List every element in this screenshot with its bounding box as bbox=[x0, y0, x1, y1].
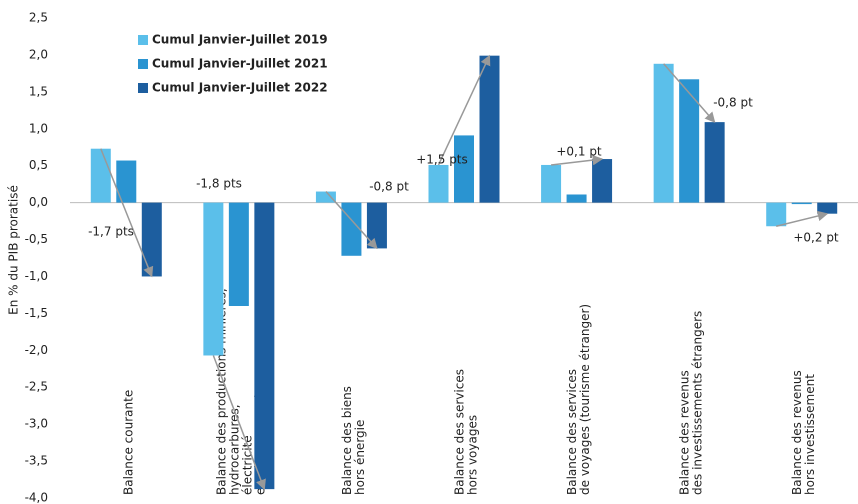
y-tick-label: -0,5 bbox=[25, 232, 48, 246]
legend-label: Cumul Janvier-Juillet 2019 bbox=[152, 33, 328, 47]
legend-swatch bbox=[138, 83, 148, 93]
bar bbox=[141, 202, 162, 277]
x-tick-label: Balance des serviceshors voyages bbox=[452, 369, 479, 495]
x-tick-line: des investissements étrangers bbox=[690, 311, 704, 495]
bar bbox=[791, 202, 812, 205]
x-tick-line: hors énergie bbox=[352, 420, 366, 495]
bar bbox=[116, 160, 137, 203]
y-tick-label: 1,0 bbox=[29, 121, 48, 135]
change-arrow bbox=[437, 54, 491, 166]
bar bbox=[341, 202, 362, 256]
x-tick-line: hydrocarbures, bbox=[227, 404, 241, 495]
bar bbox=[653, 63, 674, 203]
annotation: +0,2 pt bbox=[793, 231, 839, 245]
annotation: +0,1 pt bbox=[556, 145, 602, 159]
bar bbox=[454, 135, 474, 203]
bar bbox=[315, 191, 336, 203]
annotation: -0,8 pt bbox=[369, 180, 409, 194]
y-tick-label: 1,5 bbox=[29, 84, 48, 98]
annotation: +1,5 pts bbox=[416, 153, 468, 167]
y-tick-label: 2,0 bbox=[29, 47, 48, 61]
change-arrow bbox=[212, 355, 266, 491]
bar bbox=[679, 79, 700, 203]
y-tick-label: -2,0 bbox=[25, 343, 48, 357]
bar bbox=[592, 159, 613, 203]
bar bbox=[479, 55, 500, 203]
y-tick-label: -3,0 bbox=[25, 417, 48, 431]
x-tick-line: hors voyages bbox=[465, 415, 479, 495]
x-tick-label: Balance des revenusdes investissements é… bbox=[677, 311, 704, 495]
x-tick-label: Balance des servicesde voyages (tourisme… bbox=[565, 304, 592, 495]
x-tick-label: Balance des revenushors investissement bbox=[790, 370, 817, 495]
change-arrow bbox=[776, 210, 829, 227]
x-tick-line: Balance courante bbox=[121, 390, 135, 495]
x-tick-line: Balance des revenus bbox=[677, 370, 691, 495]
y-tick-label: -3,5 bbox=[25, 454, 48, 468]
change-arrow bbox=[325, 191, 378, 250]
legend-label: Cumul Janvier-Juillet 2022 bbox=[152, 81, 328, 95]
x-tick-line: Balance des revenus bbox=[790, 370, 804, 495]
annotation: -0,8 pt bbox=[713, 96, 753, 110]
bar bbox=[428, 164, 449, 203]
x-tick-line: Balance des biens bbox=[339, 386, 353, 495]
x-tick-label: Balance courante bbox=[121, 390, 135, 495]
legend-label: Cumul Janvier-Juillet 2021 bbox=[152, 57, 328, 71]
change-arrow bbox=[663, 63, 716, 123]
bar bbox=[366, 202, 387, 249]
x-tick-line: Balance des services bbox=[565, 369, 579, 495]
bar bbox=[90, 148, 111, 203]
annotation: -1,7 pts bbox=[88, 225, 134, 239]
change-arrow bbox=[100, 148, 154, 278]
y-tick-label: 2,5 bbox=[29, 11, 48, 25]
y-tick-label: 0,5 bbox=[29, 158, 48, 172]
x-tick-label: Balance des bienshors énergie bbox=[339, 386, 366, 495]
bar bbox=[704, 122, 725, 203]
y-axis-title: En % du PIB proratisé bbox=[7, 185, 21, 315]
y-tick-label: -4,0 bbox=[25, 491, 48, 504]
bar bbox=[228, 202, 249, 306]
annotation: -1,8 pts bbox=[196, 177, 242, 191]
bar bbox=[817, 202, 838, 214]
bar bbox=[766, 202, 787, 227]
bar bbox=[203, 202, 224, 356]
y-tick-label: -1,5 bbox=[25, 306, 48, 320]
legend-swatch bbox=[138, 59, 148, 69]
x-tick-line: Balance des services bbox=[452, 369, 466, 495]
change-arrow bbox=[550, 154, 604, 166]
x-tick-line: de voyages (tourisme étranger) bbox=[578, 304, 592, 495]
x-tick-line: hors investissement bbox=[803, 374, 817, 495]
y-tick-label: -1,0 bbox=[25, 269, 48, 283]
legend-swatch bbox=[138, 35, 148, 45]
y-tick-label: 0,0 bbox=[29, 195, 48, 209]
bar bbox=[254, 202, 275, 490]
bar bbox=[541, 164, 562, 203]
bar bbox=[566, 194, 587, 203]
x-tick-line: électricité bbox=[240, 435, 254, 495]
y-tick-label: -2,5 bbox=[25, 380, 48, 394]
